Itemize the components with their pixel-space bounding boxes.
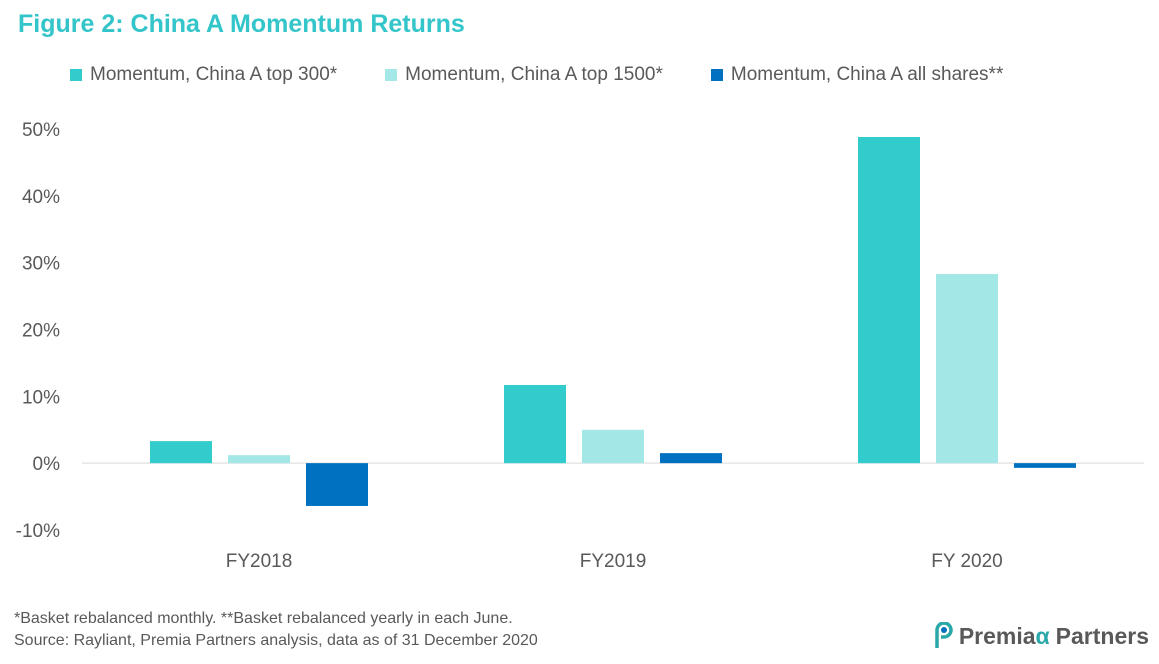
legend-swatch-allshares (710, 69, 723, 81)
bar-allshares (660, 453, 722, 464)
legend-label-allshares: Momentum, China A all shares** (730, 64, 1004, 85)
x-tick-label: FY2018 (226, 551, 293, 572)
footnote-source: Source: Rayliant, Premia Partners analys… (14, 632, 538, 649)
premia-partners-logo: Premia α Partners (933, 622, 1149, 650)
bar-top300 (504, 384, 566, 464)
legend-item-top300: Momentum, China A top 300* (70, 64, 337, 86)
legend-swatch-top300 (70, 69, 82, 81)
premia-logo-icon (935, 622, 953, 648)
logo-text-partners: Partners (1055, 622, 1149, 649)
y-tick-label: 0% (33, 454, 61, 475)
y-tick-label: 50% (22, 120, 60, 141)
bar-allshares (1014, 463, 1076, 468)
footnote-rebalance: *Basket rebalanced monthly. **Basket reb… (14, 610, 513, 627)
legend-item-allshares: Momentum, China A all shares** (710, 64, 1004, 86)
chart-legend: Momentum, China A top 300* Momentum, Chi… (70, 64, 1051, 86)
bar-top1500 (228, 455, 290, 464)
bar-allshares (306, 463, 368, 506)
bar-top300 (858, 137, 920, 464)
y-tick-label: -10% (16, 521, 60, 542)
x-tick-label: FY2019 (580, 551, 647, 572)
bar-top1500 (582, 429, 644, 464)
chart-title: Figure 2: China A Momentum Returns (18, 10, 465, 38)
legend-label-top1500: Momentum, China A top 1500* (405, 64, 663, 85)
logo-text-premia: Premia (958, 622, 1036, 649)
legend-swatch-top1500 (385, 69, 398, 81)
legend-item-top1500: Momentum, China A top 1500* (385, 64, 663, 86)
y-tick-label: 40% (22, 187, 60, 208)
bar-chart: 50% 40% 30% 20% 10% 0% -10% FY2018 FY2019 FY 2020 (16, 120, 1144, 572)
legend-label-top300: Momentum, China A top 300* (90, 64, 338, 85)
bar-top1500 (936, 274, 998, 464)
y-tick-label: 20% (22, 321, 60, 342)
bar-top300 (150, 441, 212, 464)
logo-text-alpha: α (1035, 622, 1050, 649)
y-tick-label: 10% (22, 387, 60, 408)
y-tick-label: 30% (22, 254, 60, 275)
x-tick-label: FY 2020 (931, 551, 1002, 572)
